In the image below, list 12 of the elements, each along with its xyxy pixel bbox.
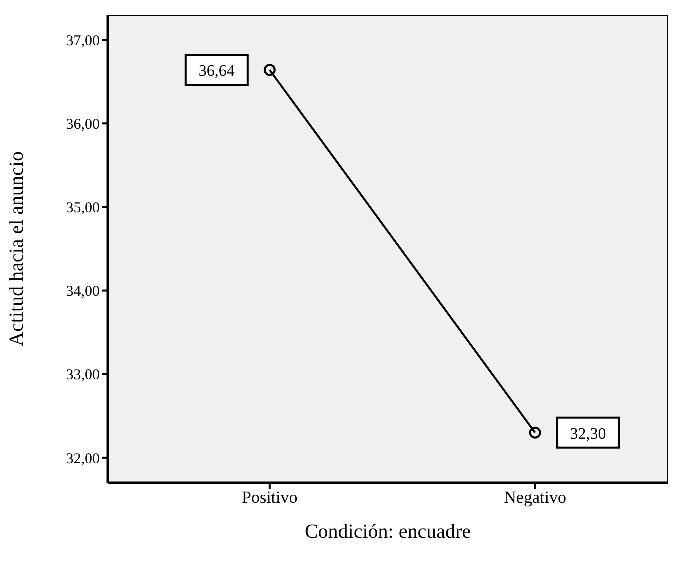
x-tick-label: Negativo (504, 488, 566, 508)
y-tick-label: 37,00 (66, 33, 100, 50)
y-tick-label: 33,00 (66, 368, 100, 384)
data-label: 36,64 (198, 63, 235, 80)
y-tick-label: 35,00 (66, 200, 100, 217)
x-tick-label: Positivo (242, 488, 298, 508)
y-tick-label: 34,00 (66, 284, 100, 300)
y-tick-label: 36,00 (66, 116, 100, 133)
y-axis-title: Actitud hacia el anuncio (6, 152, 28, 346)
y-tick-label: 32,00 (66, 451, 100, 468)
x-axis-title: Condición: encuadre (304, 521, 472, 543)
data-label: 32,30 (570, 426, 606, 443)
